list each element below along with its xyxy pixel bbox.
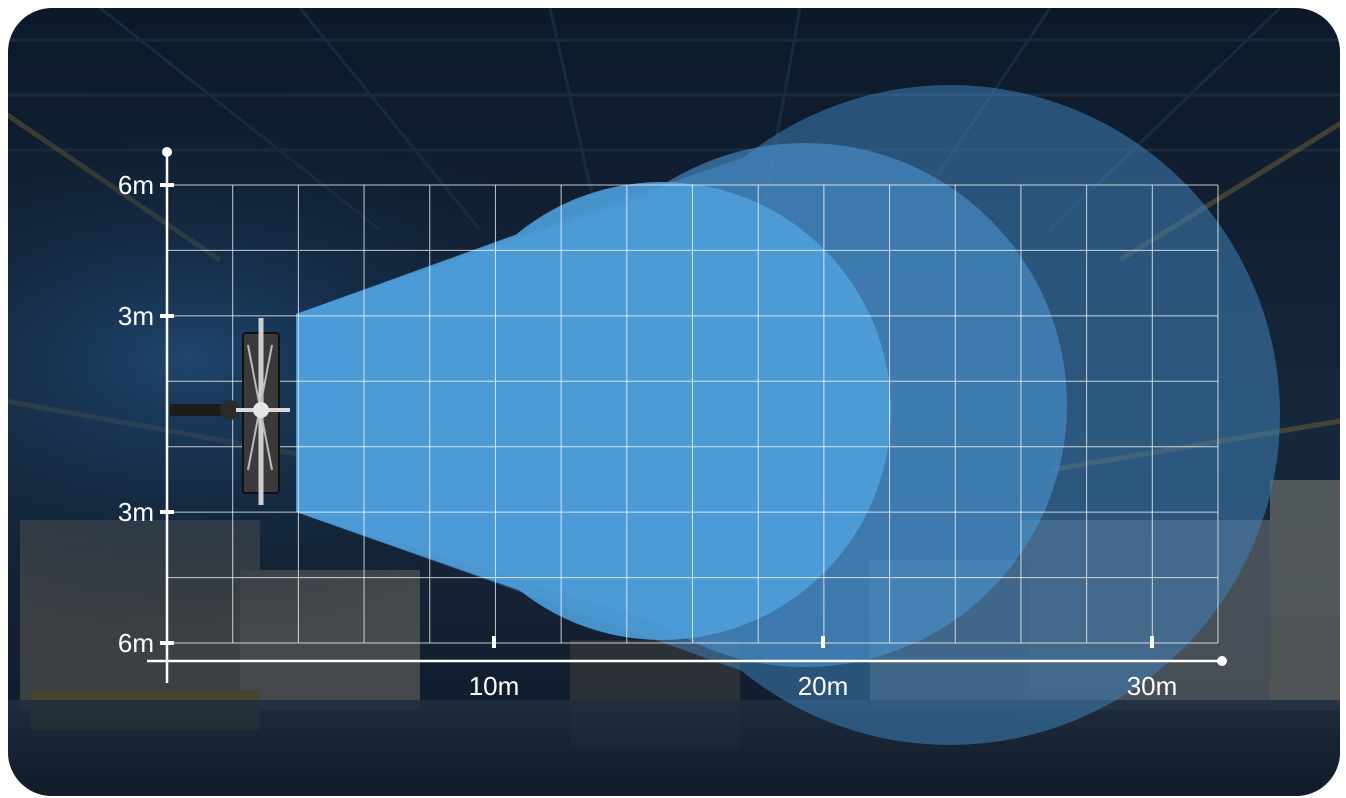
- radar-sensor-icon: [170, 318, 290, 505]
- beam-near-lobe: [433, 182, 891, 640]
- measurement-grid: [166, 184, 1219, 644]
- x-tick-label: 10m: [469, 671, 520, 701]
- beam-near: [296, 182, 891, 640]
- y-axis-ticks: 6m 3m 3m 6m: [118, 170, 174, 658]
- y-tick-label: 3m: [118, 301, 154, 331]
- x-axis-ticks: 10m 20m 30m: [469, 636, 1178, 701]
- x-tick-label: 20m: [798, 671, 849, 701]
- x-axis-end-dot: [1217, 656, 1227, 666]
- y-tick-label: 6m: [118, 628, 154, 658]
- axes: [147, 147, 1227, 683]
- x-tick-label: 30m: [1127, 671, 1178, 701]
- y-axis-end-dot: [162, 147, 172, 157]
- y-tick-label: 3m: [118, 497, 154, 527]
- y-tick-label: 6m: [118, 170, 154, 200]
